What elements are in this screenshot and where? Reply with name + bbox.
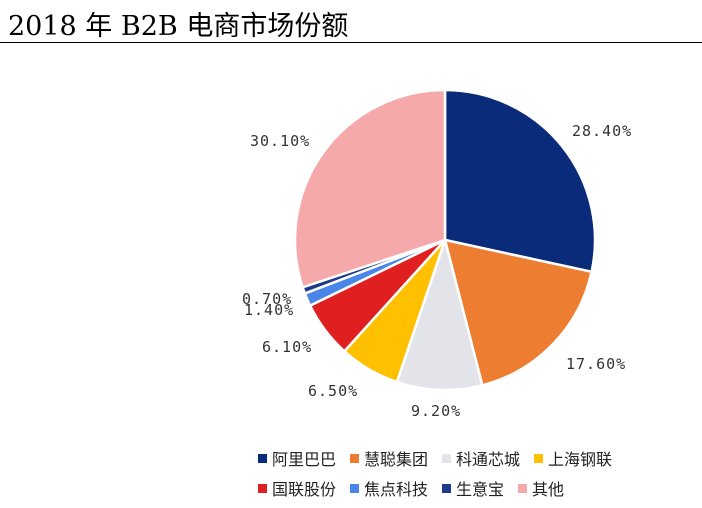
legend-label-3: 科通芯城 <box>456 450 521 469</box>
legend-label-8: 其他 <box>532 480 565 499</box>
title-divider <box>0 42 702 43</box>
data-label-2: 17.60% <box>566 355 626 373</box>
legend-item-6: 焦点科技 <box>350 476 428 500</box>
legend-item-3: 科通芯城 <box>442 446 520 470</box>
chart-title: 2018 年 B2B 电商市场份额 <box>8 11 349 42</box>
pie-slice-2 <box>443 238 594 387</box>
legend-row-2: 国联股份 焦点科技 生意宝 其他 <box>258 473 688 503</box>
data-label-7: 0.70% <box>242 290 292 308</box>
legend-item-7: 生意宝 <box>442 476 504 500</box>
legend-item-5: 国联股份 <box>258 476 336 500</box>
legend-swatch-2 <box>350 453 360 463</box>
legend-item-4: 上海钢联 <box>534 446 612 470</box>
pie-chart: 28.40% 17.60% 9.20% 6.50% 6.10% 1.40%0.70% 30.… <box>242 88 632 420</box>
legend-item-1: 阿里巴巴 <box>258 446 336 470</box>
data-label-5: 6.10% <box>262 338 312 356</box>
pie-slice-1 <box>443 88 597 274</box>
legend-label-6: 焦点科技 <box>364 480 429 499</box>
legend-label-2: 慧聪集团 <box>364 450 429 469</box>
legend-row-1: 阿里巴巴 慧聪集团 科通芯城 上海钢联 <box>258 443 688 473</box>
legend-swatch-1 <box>258 453 267 463</box>
legend-label-7: 生意宝 <box>456 480 505 499</box>
legend-swatch-3 <box>442 453 452 463</box>
data-label-3: 9.20% <box>411 402 461 420</box>
data-label-8: 30.10% <box>250 132 310 150</box>
legend-label-1: 阿里巴巴 <box>272 450 337 469</box>
legend-item-8: 其他 <box>518 476 564 500</box>
data-label-4: 6.50% <box>308 382 358 400</box>
pie-slice-8 <box>293 88 447 289</box>
legend-swatch-4 <box>534 453 544 463</box>
legend: 阿里巴巴 慧聪集团 科通芯城 上海钢联 国联股份 焦点科技 生意宝 其他 <box>258 443 688 503</box>
legend-swatch-8 <box>518 483 528 493</box>
legend-label-5: 国联股份 <box>272 480 337 499</box>
data-label-6: 1.40% <box>244 301 294 319</box>
data-label-1: 28.40% <box>572 122 632 140</box>
legend-item-2: 慧聪集团 <box>350 446 428 470</box>
legend-swatch-5 <box>258 483 267 493</box>
pie-slice-3 <box>395 235 484 392</box>
legend-label-4: 上海钢联 <box>548 450 613 469</box>
legend-swatch-7 <box>442 483 452 493</box>
legend-swatch-6 <box>350 483 360 493</box>
